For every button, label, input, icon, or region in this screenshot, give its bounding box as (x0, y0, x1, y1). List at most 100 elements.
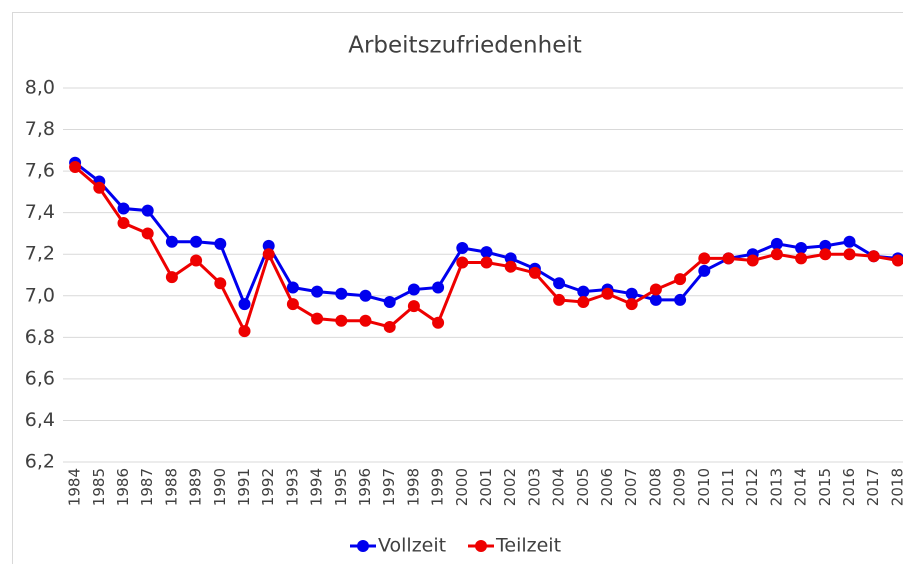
x-tick-label: 2004 (550, 468, 568, 506)
x-tick-label: 1996 (356, 468, 374, 506)
data-point (383, 320, 396, 333)
data-point (577, 285, 590, 298)
data-point (117, 217, 130, 230)
data-point (843, 248, 856, 261)
data-point (407, 283, 420, 296)
data-point (456, 256, 469, 269)
data-point (843, 235, 856, 248)
data-point (335, 287, 348, 300)
x-tick-label: 2005 (574, 468, 592, 506)
data-point (553, 277, 566, 290)
x-tick-label: 1988 (162, 468, 180, 506)
data-point (819, 239, 832, 252)
legend-label: Teilzeit (495, 535, 561, 557)
data-point (674, 293, 687, 306)
data-point (262, 239, 275, 252)
data-point (819, 248, 832, 261)
data-point (432, 316, 445, 329)
data-point (335, 314, 348, 327)
data-point (867, 250, 880, 263)
data-point (504, 252, 517, 265)
y-tick-label: 6,2 (25, 451, 55, 473)
x-tick-label: 2013 (767, 468, 785, 506)
y-tick-label: 8,0 (25, 77, 55, 99)
x-tick-label: 2011 (719, 468, 737, 506)
data-point (262, 248, 275, 261)
data-point (165, 271, 178, 284)
data-point (359, 314, 372, 327)
x-tick-label: 1984 (66, 468, 84, 506)
data-point (770, 237, 783, 250)
x-tick-label: 2001 (477, 468, 495, 506)
data-point (480, 256, 493, 269)
data-point (359, 289, 372, 302)
data-point (238, 298, 251, 311)
data-point (311, 285, 324, 298)
data-point (649, 293, 662, 306)
x-tick-label: 2018 (888, 468, 903, 506)
data-point (190, 254, 203, 267)
data-point (698, 264, 711, 277)
y-tick-label: 7,6 (25, 160, 55, 182)
data-point (674, 273, 687, 286)
data-point (311, 312, 324, 325)
y-tick-label: 6,4 (25, 409, 55, 431)
data-point (722, 252, 735, 265)
x-tick-label: 1998 (404, 468, 422, 506)
data-point (286, 298, 299, 311)
legend-marker (357, 540, 369, 552)
data-point (625, 298, 638, 311)
y-tick-label: 7,0 (25, 284, 55, 306)
x-tick-label: 2012 (743, 468, 761, 506)
x-tick-label: 1986 (114, 468, 132, 506)
data-point (141, 227, 154, 240)
x-tick-label: 2010 (695, 468, 713, 506)
data-point (69, 160, 82, 173)
data-point (601, 287, 614, 300)
data-point (238, 325, 251, 338)
x-tick-label: 2016 (840, 468, 858, 506)
x-tick-label: 1997 (380, 468, 398, 506)
data-point (528, 266, 541, 279)
legend-marker (475, 540, 487, 552)
data-point (286, 281, 299, 294)
data-point (891, 254, 903, 267)
x-tick-label: 2003 (525, 468, 543, 506)
x-tick-label: 2017 (864, 468, 882, 506)
x-tick-label: 1995 (332, 468, 350, 506)
data-point (432, 281, 445, 294)
x-tick-label: 1989 (187, 468, 205, 506)
y-tick-label: 6,6 (25, 367, 55, 389)
chart-title: Arbeitszufriedenheit (348, 33, 582, 59)
data-point (190, 235, 203, 248)
y-tick-label: 7,8 (25, 118, 55, 140)
data-point (407, 300, 420, 313)
data-point (698, 252, 711, 265)
x-tick-label: 2014 (792, 468, 810, 506)
data-point (383, 296, 396, 309)
data-point (504, 260, 517, 273)
x-tick-label: 2006 (598, 468, 616, 506)
x-tick-label: 2009 (671, 468, 689, 506)
data-point (214, 277, 227, 290)
data-point (795, 241, 808, 254)
x-tick-label: 2015 (816, 468, 834, 506)
data-point (480, 246, 493, 259)
legend-label: Vollzeit (378, 535, 446, 557)
x-tick-label: 1987 (138, 468, 156, 506)
data-point (165, 235, 178, 248)
x-tick-label: 1991 (235, 468, 253, 506)
data-point (770, 248, 783, 261)
x-tick-label: 2002 (501, 468, 519, 506)
chart-frame (12, 12, 903, 564)
x-tick-label: 1990 (211, 468, 229, 506)
x-tick-label: 1999 (429, 468, 447, 506)
data-point (746, 254, 759, 267)
y-tick-label: 7,2 (25, 243, 55, 265)
y-tick-label: 6,8 (25, 326, 55, 348)
data-point (625, 287, 638, 300)
data-point (93, 181, 106, 194)
data-point (141, 204, 154, 217)
